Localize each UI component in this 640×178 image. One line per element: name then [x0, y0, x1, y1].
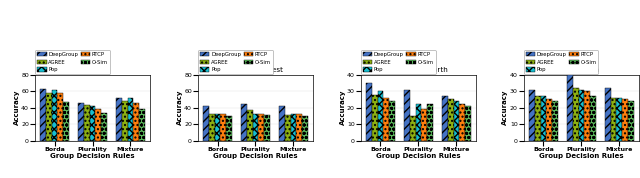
- Bar: [421, 109, 427, 141]
- Bar: [573, 88, 579, 141]
- Bar: [605, 88, 611, 141]
- X-axis label: Group Decision Rules: Group Decision Rules: [51, 153, 135, 159]
- Bar: [264, 115, 269, 141]
- Bar: [204, 106, 209, 141]
- X-axis label: Group Decision Rules: Group Decision Rules: [539, 153, 623, 159]
- Legend: DeepGroup, AGREE, Pop, RTCP, O-Sim: DeepGroup, AGREE, Pop, RTCP, O-Sim: [35, 50, 109, 74]
- Bar: [590, 96, 596, 141]
- Y-axis label: Accuracy: Accuracy: [340, 90, 346, 125]
- Bar: [247, 110, 253, 141]
- Bar: [584, 91, 590, 141]
- Bar: [133, 103, 139, 141]
- Bar: [628, 101, 634, 141]
- Bar: [535, 96, 541, 141]
- Bar: [378, 91, 383, 141]
- Bar: [366, 83, 372, 141]
- Bar: [410, 116, 415, 141]
- Bar: [372, 95, 378, 141]
- Bar: [46, 93, 52, 141]
- Bar: [84, 105, 90, 141]
- Bar: [285, 115, 291, 141]
- Bar: [415, 104, 421, 141]
- Bar: [58, 93, 63, 141]
- Bar: [622, 100, 628, 141]
- Bar: [448, 100, 454, 141]
- Bar: [101, 113, 107, 141]
- Bar: [302, 116, 308, 141]
- Bar: [459, 104, 465, 141]
- Bar: [209, 114, 215, 141]
- Title: (a) Sushi: (a) Sushi: [77, 67, 108, 74]
- Bar: [90, 106, 95, 141]
- Bar: [259, 114, 264, 141]
- Bar: [427, 104, 433, 141]
- Bar: [220, 114, 226, 141]
- Legend: DeepGroup, AGREE, Pop, RTCP, O-Sim: DeepGroup, AGREE, Pop, RTCP, O-Sim: [198, 50, 273, 74]
- Bar: [63, 102, 69, 141]
- Legend: DeepGroup, AGREE, Pop, RTCP, O-Sim: DeepGroup, AGREE, Pop, RTCP, O-Sim: [361, 50, 436, 74]
- Bar: [567, 75, 573, 141]
- Bar: [253, 114, 259, 141]
- Bar: [465, 106, 470, 141]
- Bar: [579, 90, 584, 141]
- Bar: [529, 90, 535, 141]
- Bar: [127, 98, 133, 141]
- Bar: [291, 114, 296, 141]
- Bar: [541, 96, 547, 141]
- Bar: [552, 101, 557, 141]
- Bar: [442, 96, 448, 141]
- Bar: [226, 116, 232, 141]
- Bar: [95, 109, 101, 141]
- Y-axis label: Accuracy: Accuracy: [177, 90, 182, 125]
- Legend: DeepGroup, AGREE, Pop, RTCP, O-Sim: DeepGroup, AGREE, Pop, RTCP, O-Sim: [524, 50, 598, 74]
- Bar: [404, 90, 410, 141]
- Bar: [389, 101, 395, 141]
- Bar: [52, 90, 58, 141]
- Bar: [454, 101, 459, 141]
- Bar: [616, 98, 622, 141]
- Bar: [383, 98, 389, 141]
- Bar: [296, 114, 302, 141]
- Bar: [139, 109, 145, 141]
- X-axis label: Group Decision Rules: Group Decision Rules: [376, 153, 461, 159]
- Bar: [40, 89, 46, 141]
- Bar: [241, 104, 247, 141]
- Title: (c) Dublin North: (c) Dublin North: [390, 67, 447, 74]
- Y-axis label: Accuracy: Accuracy: [502, 90, 508, 125]
- Bar: [116, 98, 122, 141]
- Bar: [547, 100, 552, 141]
- Bar: [122, 101, 127, 141]
- X-axis label: Group Decision Rules: Group Decision Rules: [213, 153, 298, 159]
- Bar: [279, 106, 285, 141]
- Y-axis label: Accuracy: Accuracy: [13, 90, 20, 125]
- Title: (d) Meath: (d) Meath: [564, 67, 599, 74]
- Bar: [78, 103, 84, 141]
- Title: (b) Dublin West: (b) Dublin West: [227, 67, 284, 74]
- Bar: [215, 114, 220, 141]
- Bar: [611, 98, 616, 141]
